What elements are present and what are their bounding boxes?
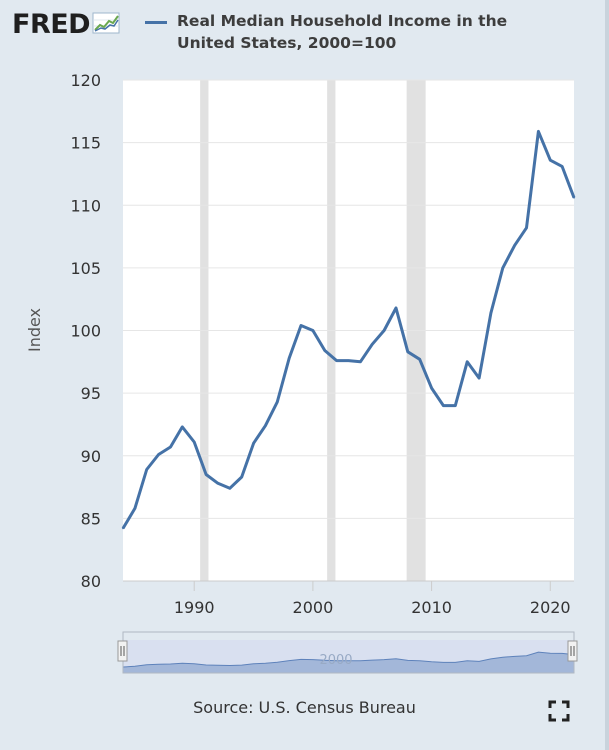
x-axis-ticks: 1990 2000 2010 2020 [174, 581, 571, 617]
data-point [573, 196, 575, 199]
navigator-area [123, 652, 574, 673]
y-tick-label: 120 [70, 71, 101, 90]
fred-logo[interactable]: FRED [12, 10, 120, 40]
data-point [276, 400, 279, 403]
y-axis-ticks: 80 85 90 95 100 105 110 115 120 [70, 71, 101, 591]
data-point [252, 442, 255, 445]
data-point [418, 358, 421, 361]
data-point [395, 307, 397, 309]
data-point [157, 453, 160, 456]
data-point [549, 159, 552, 162]
data-point [217, 482, 219, 485]
x-tick-label: 2020 [530, 598, 571, 617]
data-point [347, 359, 350, 362]
data-point [300, 324, 302, 327]
y-tick-label: 110 [70, 196, 101, 215]
chart-legend: Real Median Household Income in the Unit… [145, 10, 537, 54]
navigator-line [122, 651, 575, 668]
data-point [561, 165, 564, 168]
data-point [442, 404, 445, 407]
data-point [205, 473, 207, 476]
y-tick-label: 80 [81, 572, 101, 591]
data-point [145, 468, 148, 471]
data-point [513, 244, 516, 247]
line-chart: 80 85 90 95 100 105 110 115 120 1990 2000 2010 2020… [25, 71, 578, 674]
data-point [490, 312, 492, 314]
data-point [383, 329, 386, 332]
data-point [371, 343, 374, 346]
navigator-right-handle[interactable] [567, 640, 578, 662]
navigator[interactable]: 2000 [117, 631, 578, 674]
source-note: Source: U.S. Census Bureau [193, 698, 416, 717]
data-point [406, 350, 409, 353]
data-point [288, 357, 291, 359]
y-axis-title: Index [25, 308, 44, 352]
data-point [501, 266, 504, 269]
x-tick-label: 2010 [411, 598, 452, 617]
y-tick-label: 115 [70, 134, 101, 153]
y-tick-label: 85 [81, 509, 101, 528]
y-tick-label: 95 [81, 384, 101, 403]
x-tick-label: 2000 [293, 598, 334, 617]
navigator-label: 2000 [319, 653, 352, 668]
data-point [537, 130, 540, 133]
data-point [228, 487, 231, 490]
data-point [133, 507, 136, 510]
line-chart-icon [92, 11, 120, 40]
data-point [466, 360, 469, 363]
data-point [525, 226, 528, 229]
y-tick-label: 90 [81, 447, 101, 466]
grid-lines [123, 79, 574, 582]
data-point [359, 360, 362, 363]
legend-label: Real Median Household Income in the Unit… [177, 12, 508, 52]
y-tick-label: 105 [70, 259, 101, 278]
data-point [454, 404, 457, 407]
data-point [478, 377, 480, 379]
data-point [193, 441, 196, 443]
data-point [240, 476, 243, 478]
data-point [169, 446, 172, 448]
logo-text: FRED [12, 9, 91, 40]
data-point [264, 424, 267, 427]
data-point [323, 349, 326, 352]
window-edge [605, 0, 609, 750]
legend-swatch [145, 21, 167, 24]
fullscreen-icon[interactable] [548, 700, 570, 722]
series [121, 129, 576, 530]
navigator-left-handle[interactable] [117, 640, 128, 662]
data-point [122, 527, 124, 530]
navigator-mask [123, 640, 574, 673]
x-tick-label: 1990 [174, 598, 215, 617]
data-point [311, 329, 314, 332]
data-point [430, 387, 433, 390]
y-tick-label: 100 [70, 322, 101, 341]
data-point [335, 359, 338, 362]
data-point [181, 426, 184, 428]
